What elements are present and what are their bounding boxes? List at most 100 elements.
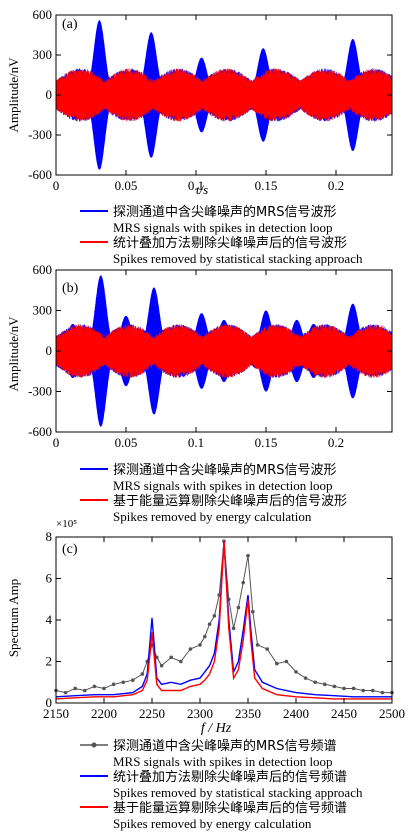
panel-c-gray-point — [251, 609, 255, 614]
panel-a-axes: 0 0.05 0.1 0.15 0.2 -600 -300 0 300 600 — [28, 7, 393, 193]
panel-c-legend-en-3: Spikes removed by energy calculation — [113, 816, 312, 831]
panel-a-legend-en-1: MRS signals with spikes in detection loo… — [113, 220, 333, 235]
panel-c-xtick-label: 2150 — [43, 706, 69, 721]
panel-a-xtick-label: 0.15 — [255, 178, 278, 193]
panel-c-gray-point — [121, 680, 125, 685]
panel-c-legend-cn-1: 探测通道中含尖峰噪声的MRS信号频谱 — [113, 738, 337, 754]
panel-c-gray-point — [83, 688, 87, 693]
panel-c-ylabel: Spectrum Amp — [6, 579, 21, 657]
panel-c-gray-point — [284, 659, 289, 664]
panel-b-ytick-label: 0 — [46, 343, 53, 358]
panel-c-multiplier: ×10⁵ — [56, 518, 77, 530]
panel-b-plot-area — [55, 275, 393, 427]
panel-c-series-blue — [55, 541, 392, 698]
panel-b-xtick-label: 0.15 — [255, 435, 278, 450]
panel-c-gray-point — [102, 686, 106, 691]
panel-a-ytick-label: 300 — [33, 47, 53, 62]
panel-c: 2150 2200 2250 2300 2350 2400 2450 2500 0 2 4 6 8 (c… — [6, 518, 405, 831]
panel-a-ytick-label: 0 — [46, 87, 53, 102]
panel-c-gray-point — [203, 634, 207, 639]
panel-b-legend: 探测通道中含尖峰噪声的MRS信号波形 MRS signals with spik… — [80, 462, 347, 524]
panel-c-gray-point — [342, 686, 346, 691]
panel-c-xtick-label: 2350 — [235, 706, 261, 721]
panel-a-ytick-label: 600 — [33, 7, 53, 22]
panel-a-label: (a) — [62, 17, 78, 32]
panel-c-ytick-label: 4 — [46, 612, 53, 627]
panel-c-xtick-label: 2250 — [139, 706, 165, 721]
panel-c-frame — [55, 536, 393, 704]
panel-c-legend-marker — [91, 742, 97, 748]
panel-c-ytick-label: 2 — [46, 654, 53, 669]
panel-c-series-red — [55, 541, 392, 700]
panel-b-legend-cn-2: 基于能量运算剔除尖峰噪声后的信号波形 — [113, 493, 347, 509]
panel-b-xtick-label: 0.1 — [188, 435, 204, 450]
panel-c-legend-en-1: MRS signals with spikes in detection loo… — [113, 754, 333, 769]
panel-b-series-red — [55, 324, 393, 378]
panel-c-ytick-label: 8 — [46, 529, 53, 544]
panel-b-ytick-label: 600 — [33, 262, 53, 277]
panel-a-ytick-label: -600 — [28, 167, 52, 182]
panel-a-ylabel: Amplitude/nV — [6, 57, 21, 133]
panel-c-gray-point — [92, 684, 97, 689]
panel-c-xtick-label: 2200 — [91, 706, 117, 721]
panel-b-legend-cn-1: 探测通道中含尖峰噪声的MRS信号波形 — [113, 462, 337, 478]
panel-c-gray-point — [313, 680, 318, 685]
panel-a-xlabel: t/s — [196, 182, 208, 197]
panel-c-gray-point — [212, 614, 217, 618]
panel-c-gray-point — [303, 676, 308, 680]
panel-a-legend-cn-2: 统计叠加方法剔除尖峰噪声后的信号波形 — [113, 235, 347, 251]
panel-b-legend-en-2: Spikes removed by energy calculation — [113, 509, 312, 524]
panel-c-gray-point — [294, 670, 298, 674]
panel-c-axes: 2150 2200 2250 2300 2350 2400 2450 2500 0 2 4 6 8 — [43, 529, 405, 721]
panel-a-plot-area — [55, 20, 393, 170]
panel-c-gray-point — [198, 643, 202, 647]
panel-c-gray-point — [265, 647, 270, 651]
panel-c-gray-point — [207, 622, 212, 626]
panel-c-gray-point — [188, 647, 193, 651]
panel-a-xtick-label: 0.2 — [328, 178, 344, 193]
panel-c-gray-point — [169, 655, 173, 660]
panel-a-xtick-label: 0 — [53, 178, 60, 193]
panel-c-ytick-label: 6 — [46, 571, 53, 586]
panel-c-xtick-label: 2500 — [379, 706, 405, 721]
panel-c-label: (c) — [62, 542, 78, 557]
panel-c-legend-cn-3: 基于能量运算剔除尖峰噪声后的信号频谱 — [113, 800, 347, 816]
panel-c-gray-point — [380, 690, 385, 695]
panel-b-label: (b) — [62, 281, 79, 296]
panel-c-legend-en-2: Spikes removed by statistical stacking a… — [113, 785, 363, 800]
panel-c-gray-point — [361, 688, 366, 693]
panel-a-legend-cn-1: 探测通道中含尖峰噪声的MRS信号波形 — [113, 204, 337, 220]
panel-c-xtick-label: 2400 — [283, 706, 309, 721]
panel-b-ylabel: Amplitude/nV — [6, 316, 21, 392]
panel-c-gray-point — [236, 605, 241, 610]
panel-c-gray-point — [241, 580, 245, 585]
panel-c-legend-cn-2: 统计叠加方法剔除尖峰噪声后的信号频谱 — [113, 769, 347, 785]
panel-a-legend-en-2: Spikes removed by statistical stacking a… — [113, 251, 363, 266]
panel-c-gray-point — [231, 626, 236, 631]
panel-c-gray-point — [255, 643, 260, 647]
panel-b-xtick-label: 0 — [53, 435, 60, 450]
panel-c-gray-point — [179, 659, 183, 664]
panel-c-gray-point — [111, 682, 116, 687]
panel-b-ytick-label: -300 — [28, 384, 52, 399]
panel-a-xtick-label: 0.1 — [188, 178, 204, 193]
panel-b-ytick-label: 300 — [33, 303, 53, 318]
panel-a-xtick-label: 0.05 — [115, 178, 138, 193]
panel-c-xtick-label: 2450 — [331, 706, 357, 721]
panel-c-gray-point — [332, 684, 337, 689]
panel-c-gray-point — [159, 663, 164, 668]
panel-b-ytick-label: -600 — [28, 424, 52, 439]
panel-c-xlabel: f / Hz — [201, 721, 232, 736]
panel-b-axes: 0 0.05 0.1 0.15 0.2 -600 -300 0 300 600 — [28, 262, 393, 450]
panel-b-legend-en-1: MRS signals with spikes in detection loo… — [113, 478, 333, 493]
panel-c-gray-point — [371, 688, 375, 693]
panel-c-plot-area — [54, 539, 394, 700]
panel-c-xtick-label: 2300 — [187, 706, 213, 721]
panel-c-legend: 探测通道中含尖峰噪声的MRS信号频谱 MRS signals with spik… — [80, 738, 363, 831]
panel-c-series-gray — [55, 541, 392, 694]
panel-b-xtick-label: 0.05 — [115, 435, 138, 450]
panel-c-gray-point — [73, 686, 77, 691]
panel-c-gray-point — [63, 690, 68, 695]
panel-c-gray-point — [246, 553, 250, 558]
